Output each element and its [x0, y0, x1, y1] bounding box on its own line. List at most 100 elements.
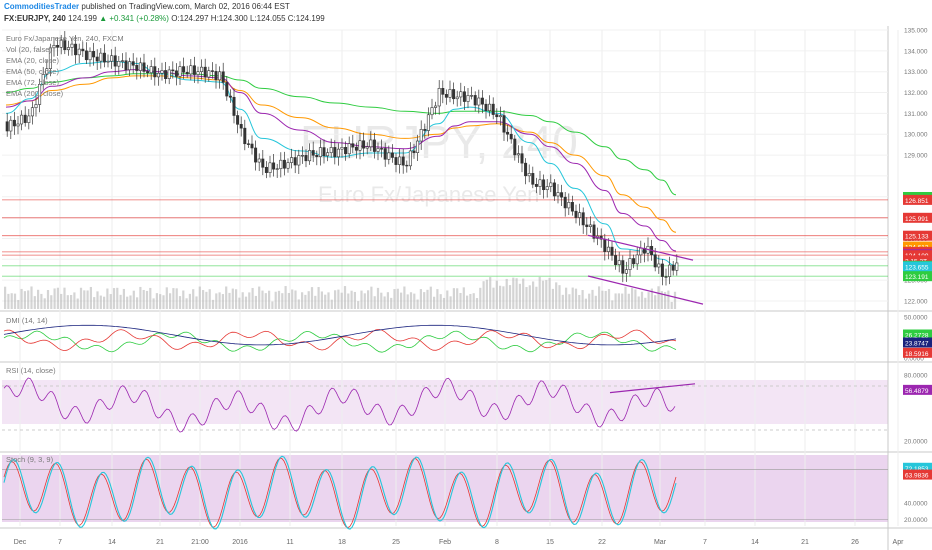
candle-body — [542, 179, 546, 191]
candle-body — [423, 129, 427, 131]
candle-body — [520, 153, 524, 164]
candle-body — [657, 263, 661, 268]
rsi-tag-label: 56.4879 — [905, 388, 929, 395]
candle-body — [459, 91, 463, 98]
author-name[interactable]: CommoditiesTrader — [4, 2, 80, 11]
dmi-legend[interactable]: DMI (14, 14) — [6, 316, 48, 325]
volume-bar — [383, 296, 386, 309]
rsi-legend[interactable]: RSI (14, close) — [6, 366, 56, 375]
volume-bar — [228, 292, 231, 309]
publish-info: published on TradingView.com, March 02, … — [81, 2, 290, 11]
stoch-tick-label: 20.0000 — [904, 517, 928, 524]
main-legend-4[interactable]: EMA (72, close) — [6, 78, 59, 87]
volume-bar — [568, 294, 571, 309]
volume-bar — [475, 298, 479, 309]
volume-bar — [30, 286, 33, 309]
candle-body — [477, 97, 481, 106]
candle-body — [182, 66, 186, 73]
dmi-minus-line — [3, 328, 677, 352]
volume-bar — [578, 294, 581, 309]
volume-bar — [528, 285, 531, 309]
volume-bar — [182, 290, 185, 309]
volume-bar — [208, 289, 211, 309]
price-tag — [903, 255, 932, 266]
candle-body — [426, 114, 430, 131]
volume-bar — [79, 287, 83, 309]
volume-bar — [647, 292, 650, 309]
candle-body — [218, 71, 222, 81]
candle-body — [567, 202, 571, 209]
candle-body — [264, 166, 268, 173]
volume-bar — [317, 287, 320, 309]
main-legend-1[interactable]: Vol (20, false) — [6, 45, 52, 54]
price-tag — [903, 212, 932, 223]
volume-bar — [277, 290, 281, 309]
price-tag-label: 125.133 — [905, 234, 929, 241]
price-tag — [903, 241, 932, 252]
volume-bar — [261, 290, 264, 309]
candle-body — [531, 173, 535, 185]
volume-bar — [614, 293, 617, 309]
volume-bar — [624, 286, 627, 309]
volume-bar — [116, 287, 119, 309]
candle-body — [444, 94, 448, 98]
volume-bar — [449, 296, 452, 309]
volume-bar — [43, 298, 46, 309]
volume-bar — [103, 296, 106, 309]
candle-body — [232, 96, 236, 116]
close-value: C:124.199 — [287, 14, 325, 23]
x-tick-label: 14 — [751, 539, 759, 546]
volume-bar — [489, 277, 492, 309]
candle-body — [282, 159, 286, 169]
x-tick-label: 21 — [156, 539, 164, 546]
candle-body — [257, 158, 261, 163]
candle-body — [279, 159, 283, 170]
volume-bar — [393, 289, 396, 309]
candle-body — [268, 162, 272, 173]
main-legend-5[interactable]: EMA (200, close) — [6, 89, 64, 98]
main-legend-0[interactable]: Euro Fx/Japanese Yen, 240, FXCM — [6, 34, 124, 43]
candle-body — [408, 150, 412, 167]
dmi-tick-label: 0.0000 — [904, 356, 924, 363]
dmi-tag-label: 26.2728 — [905, 333, 929, 340]
volume-bar — [310, 287, 314, 309]
candle-body — [372, 139, 376, 152]
stoch-tag — [903, 469, 932, 480]
rsi-line — [3, 377, 676, 433]
candle-body — [23, 114, 27, 123]
candle-body — [261, 158, 265, 168]
candle-body — [380, 148, 384, 150]
candle-body — [430, 107, 434, 116]
price-tag-label: 123.191 — [905, 274, 929, 281]
main-legend-2[interactable]: EMA (20, close) — [6, 56, 59, 65]
volume-bar — [122, 288, 125, 309]
volume-bar — [601, 290, 604, 309]
volume-bar — [142, 289, 145, 309]
price-chart[interactable]: Dec 7 14 21 21:00 2016 11 18 25 Feb 8 15 22 Mar 7 14 21 2… — [0, 26, 932, 550]
volume-bar — [479, 287, 482, 309]
volume-bar — [340, 292, 343, 309]
candle-body — [585, 224, 589, 227]
candle-body — [506, 131, 510, 135]
volume-bar — [119, 294, 122, 309]
candle-body — [88, 51, 92, 61]
candle-body — [189, 65, 193, 75]
candle-body — [160, 70, 164, 74]
dmi-tag — [903, 337, 932, 348]
candle-body — [113, 55, 117, 67]
volume-bar — [211, 299, 215, 309]
candle-body — [326, 152, 330, 157]
candle-body — [243, 127, 247, 145]
watermark-description: Euro Fx/Japanese Yen — [318, 182, 540, 207]
stoch-tick-label: 40.0000 — [904, 500, 928, 507]
candle-body — [239, 124, 243, 129]
candle-body — [578, 212, 582, 218]
volume-bar — [640, 291, 644, 309]
candle-body — [480, 97, 484, 105]
candle-body — [527, 173, 531, 177]
main-legend-3[interactable]: EMA (50, close) — [6, 67, 59, 76]
stoch-legend[interactable]: Stoch (9, 3, 9) — [6, 455, 54, 464]
volume-bar — [301, 292, 304, 309]
volume-bar — [541, 280, 545, 309]
volume-bar — [56, 287, 59, 309]
